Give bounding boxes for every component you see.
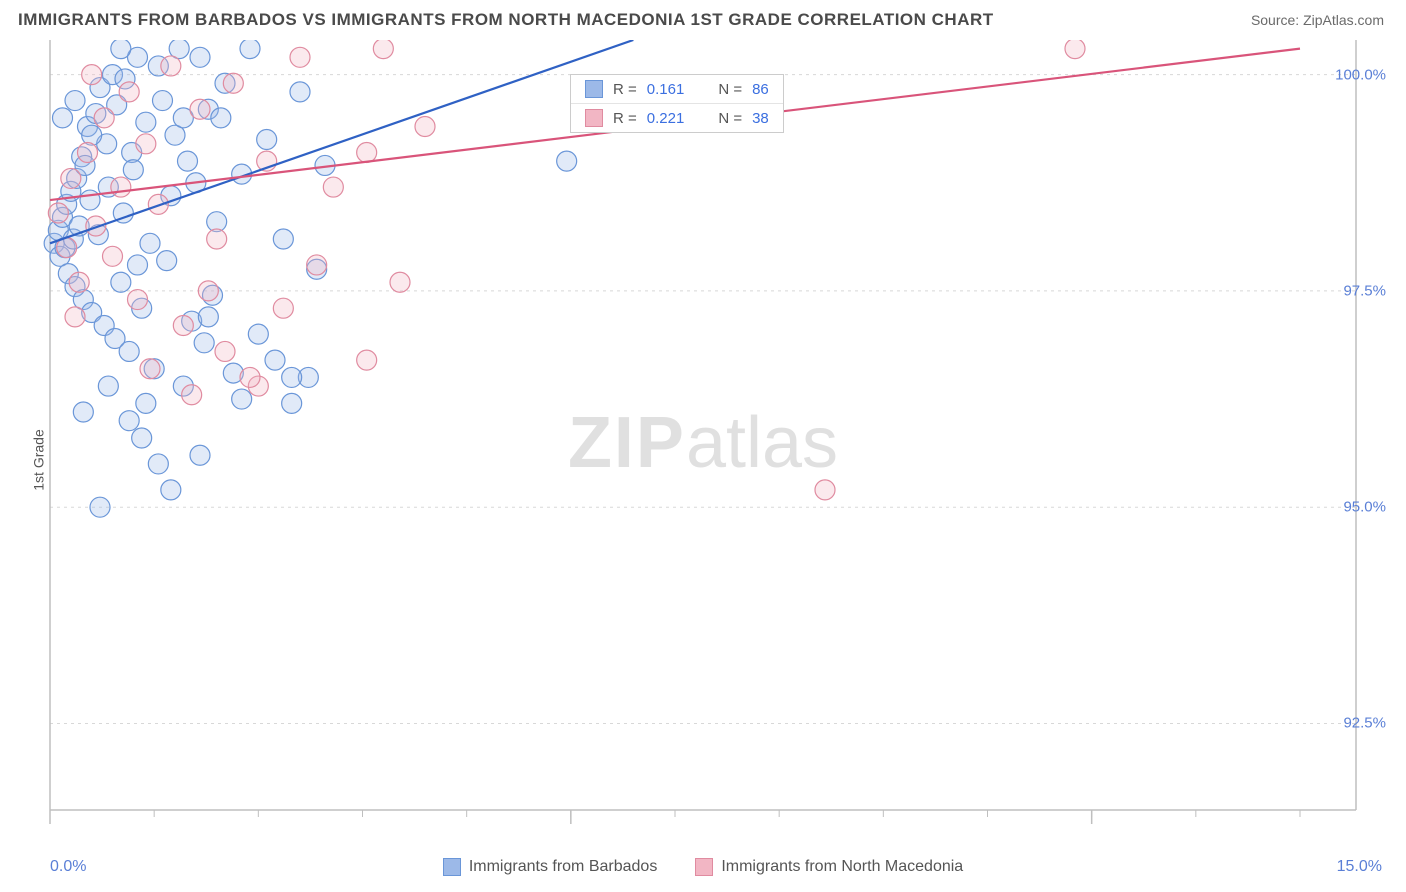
source-attribution: Source: ZipAtlas.com bbox=[1251, 12, 1384, 28]
chart-area: 1st Grade ZIPatlas R =0.161N =86R =0.221… bbox=[0, 40, 1406, 880]
correlation-row: R = 0.161 N = 86 bbox=[571, 75, 783, 104]
r-value: 0.221 bbox=[647, 110, 685, 127]
n-value: 38 bbox=[752, 110, 769, 127]
series-swatch bbox=[585, 80, 603, 98]
correlation-row: R = 0.221 N = 38 bbox=[571, 104, 783, 132]
series-swatch bbox=[443, 858, 461, 876]
y-tick-label: 100.0% bbox=[1335, 66, 1386, 83]
series-swatch bbox=[585, 109, 603, 127]
series-swatch bbox=[695, 858, 713, 876]
series-legend: Immigrants from Barbados Immigrants from … bbox=[0, 858, 1406, 876]
correlation-legend: R = 0.161 N = 86 R = 0.221 N = 38 bbox=[570, 74, 784, 133]
y-tick-label: 92.5% bbox=[1343, 715, 1386, 732]
y-tick-label: 97.5% bbox=[1343, 282, 1386, 299]
n-label: N = bbox=[718, 81, 742, 98]
y-tick-label: 95.0% bbox=[1343, 499, 1386, 516]
r-value: 0.161 bbox=[647, 81, 685, 98]
legend-label: Immigrants from Barbados bbox=[469, 858, 658, 876]
chart-title: IMMIGRANTS FROM BARBADOS VS IMMIGRANTS F… bbox=[18, 10, 994, 30]
r-label: R = bbox=[613, 110, 637, 127]
n-label: N = bbox=[718, 110, 742, 127]
r-label: R = bbox=[613, 81, 637, 98]
legend-item: Immigrants from Barbados bbox=[443, 858, 658, 876]
legend-label: Immigrants from North Macedonia bbox=[721, 858, 963, 876]
n-value: 86 bbox=[752, 81, 769, 98]
scatter-chart-svg bbox=[0, 40, 1406, 840]
legend-item: Immigrants from North Macedonia bbox=[695, 858, 963, 876]
